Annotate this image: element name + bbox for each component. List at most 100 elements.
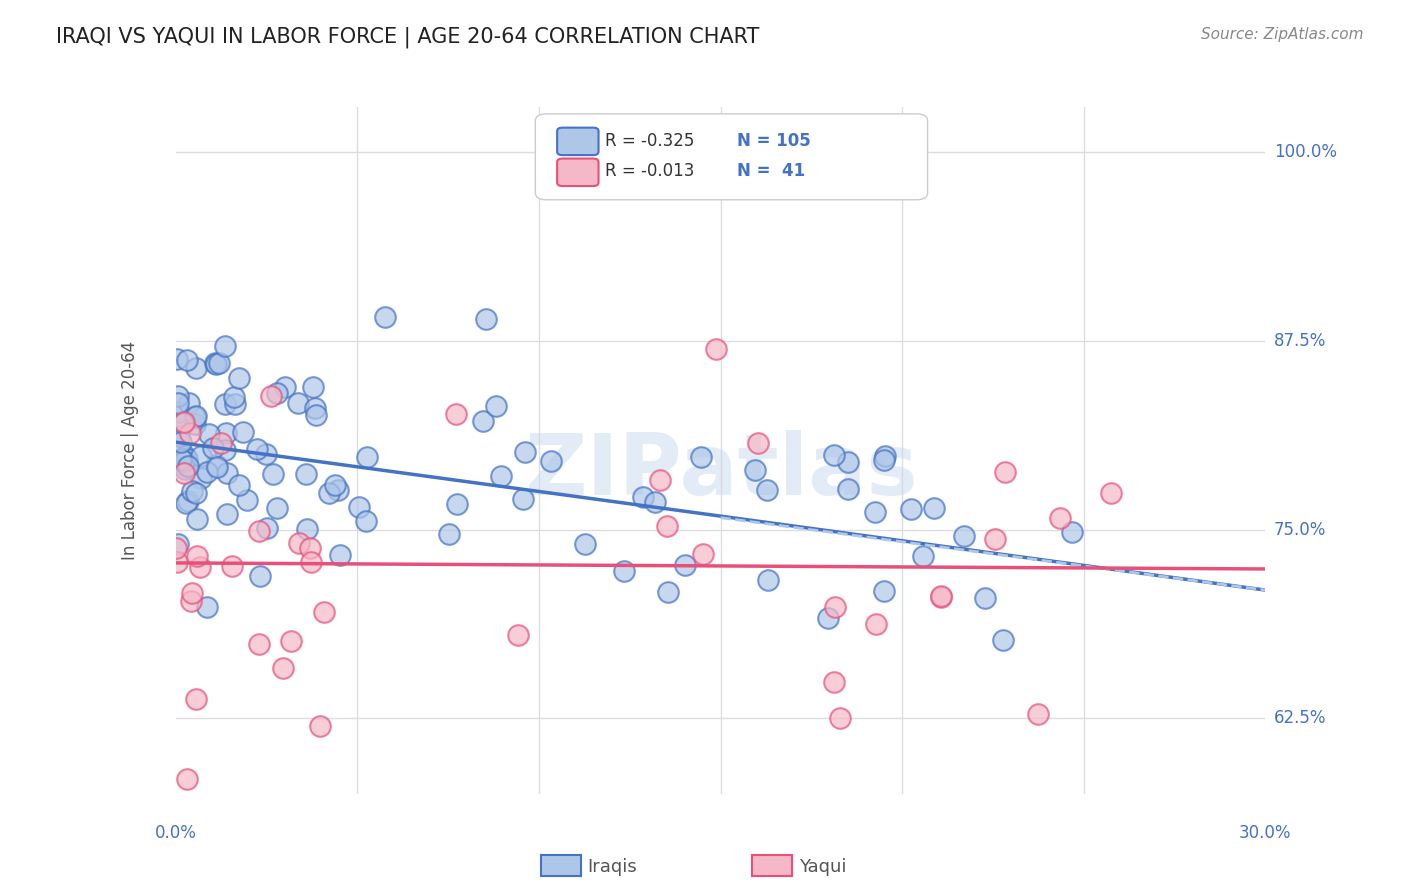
FancyBboxPatch shape <box>557 128 599 155</box>
Text: IRAQI VS YAQUI IN LABOR FORCE | AGE 20-64 CORRELATION CHART: IRAQI VS YAQUI IN LABOR FORCE | AGE 20-6… <box>56 27 759 48</box>
Point <box>540 454 562 468</box>
Text: R = -0.013: R = -0.013 <box>605 162 695 180</box>
Point <box>437 527 460 541</box>
Point <box>172 416 194 430</box>
Point <box>323 478 346 492</box>
Point <box>170 435 193 450</box>
Point <box>756 574 779 588</box>
Point <box>657 584 679 599</box>
Point <box>166 555 188 569</box>
Point <box>184 360 207 375</box>
Point <box>865 616 887 631</box>
Point <box>167 536 190 550</box>
Point <box>188 559 211 574</box>
Point <box>837 482 859 496</box>
Point <box>1062 525 1084 540</box>
Point <box>195 465 218 479</box>
Point <box>837 454 859 468</box>
Point <box>176 352 198 367</box>
Point <box>817 611 839 625</box>
Text: ZIPatlas: ZIPatlas <box>523 430 918 513</box>
Point <box>673 558 696 572</box>
Point <box>873 453 896 467</box>
Point <box>644 494 666 508</box>
Point <box>176 458 198 473</box>
Point <box>167 405 190 419</box>
Point <box>318 485 340 500</box>
Point <box>309 719 332 733</box>
Point <box>974 591 997 605</box>
Text: Iraqis: Iraqis <box>588 858 637 876</box>
Point <box>472 413 495 427</box>
Point <box>953 529 976 543</box>
Point <box>271 661 294 675</box>
Point <box>166 352 188 367</box>
FancyBboxPatch shape <box>557 159 599 186</box>
Point <box>280 634 302 648</box>
Text: 87.5%: 87.5% <box>1274 332 1326 350</box>
Point <box>184 486 207 500</box>
Text: Yaqui: Yaqui <box>799 858 846 876</box>
Point <box>924 500 946 515</box>
Point <box>266 385 288 400</box>
Point <box>1099 486 1122 500</box>
Point <box>613 564 636 578</box>
Point <box>205 460 228 475</box>
FancyBboxPatch shape <box>536 114 928 200</box>
Point <box>1049 511 1071 525</box>
Point <box>984 532 1007 546</box>
Point <box>260 389 283 403</box>
Point <box>173 467 195 481</box>
Point <box>184 692 207 706</box>
Point <box>228 478 250 492</box>
Point <box>506 628 529 642</box>
Point <box>214 339 236 353</box>
Point <box>374 310 396 325</box>
Point <box>174 462 197 476</box>
Text: 0.0%: 0.0% <box>155 824 197 842</box>
Text: Source: ZipAtlas.com: Source: ZipAtlas.com <box>1201 27 1364 42</box>
Point <box>183 410 205 425</box>
Point <box>755 483 778 497</box>
Point <box>444 407 467 421</box>
Point <box>266 501 288 516</box>
Point <box>236 492 259 507</box>
Point <box>176 452 198 467</box>
Point <box>900 501 922 516</box>
Point <box>287 396 309 410</box>
Point <box>165 541 187 555</box>
Point <box>305 408 328 422</box>
Point <box>329 548 352 562</box>
Point <box>246 442 269 456</box>
Point <box>274 380 297 394</box>
Point <box>247 637 270 651</box>
Point <box>170 451 193 466</box>
Point <box>911 549 934 563</box>
Point <box>302 380 325 394</box>
Point <box>214 442 236 457</box>
Point <box>312 605 335 619</box>
Point <box>177 396 200 410</box>
Point <box>744 463 766 477</box>
Point <box>166 389 188 403</box>
Point <box>824 599 846 614</box>
Text: 100.0%: 100.0% <box>1274 144 1337 161</box>
Point <box>287 535 309 549</box>
Point <box>190 449 212 463</box>
Point <box>326 483 349 498</box>
Point <box>209 435 232 450</box>
Point <box>180 593 202 607</box>
Point <box>186 512 208 526</box>
Point <box>208 356 231 370</box>
Text: In Labor Force | Age 20-64: In Labor Force | Age 20-64 <box>121 341 139 560</box>
Point <box>873 583 896 598</box>
Point <box>173 415 195 429</box>
Point <box>214 397 236 411</box>
Point <box>173 454 195 468</box>
Point <box>356 450 378 465</box>
Point <box>354 514 377 528</box>
Point <box>994 466 1017 480</box>
Point <box>631 490 654 504</box>
Point <box>692 547 714 561</box>
Point <box>298 541 321 555</box>
